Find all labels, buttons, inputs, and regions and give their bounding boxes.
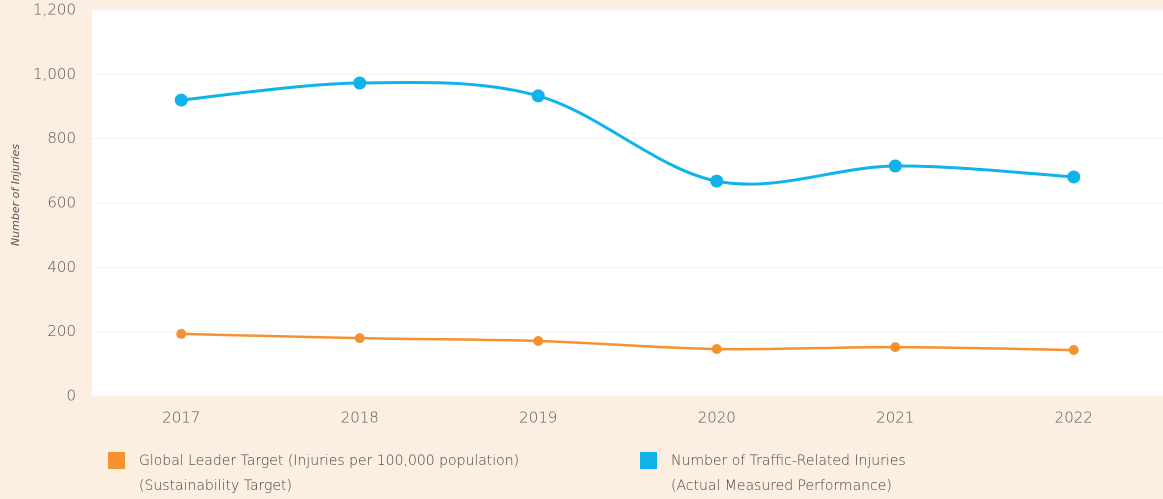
x-tick-label: 2022 [1055, 409, 1093, 427]
y-tick-label: 400 [47, 258, 76, 276]
data-point [353, 76, 367, 90]
legend-swatch [108, 452, 125, 469]
y-tick-label: 0 [66, 387, 76, 405]
data-point [1068, 345, 1079, 356]
legend-swatch [640, 452, 657, 469]
y-tick-label: 600 [47, 194, 76, 212]
legend-subtitle: (Sustainability Target) [139, 478, 292, 494]
data-point [533, 335, 544, 346]
x-tick-label: 2018 [341, 409, 379, 427]
data-point [890, 342, 901, 353]
y-tick-label: 1,000 [33, 65, 76, 83]
y-tick-label: 800 [47, 129, 76, 147]
x-tick-label: 2020 [698, 409, 736, 427]
x-tick-label: 2019 [519, 409, 557, 427]
legend-subtitle: (Actual Measured Performance) [671, 478, 892, 494]
x-tick-label: 2017 [162, 409, 200, 427]
x-tick-label: 2021 [876, 409, 914, 427]
y-axis-label: Number of Injuries [9, 144, 22, 246]
data-point [354, 333, 365, 344]
data-point [174, 93, 188, 107]
data-point [531, 89, 545, 103]
y-tick-label: 1,200 [33, 1, 76, 19]
y-tick-label: 200 [47, 322, 76, 340]
legend-label: Number of Traffic-Related Injuries [671, 453, 906, 469]
data-point [176, 328, 187, 339]
series-line [181, 80, 1074, 186]
data-point [710, 174, 724, 188]
data-point [1067, 170, 1081, 184]
legend-label: Global Leader Target (Injuries per 100,0… [139, 453, 519, 469]
data-point [888, 159, 902, 173]
series-line [181, 332, 1074, 352]
data-point [711, 344, 722, 355]
